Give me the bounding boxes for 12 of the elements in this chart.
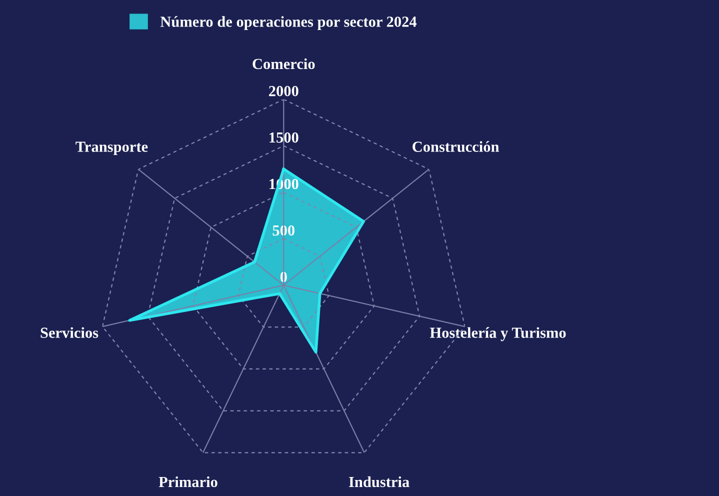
y-tick-label: 500 [272,225,295,236]
legend-label: Número de operaciones por sector 2024 [160,16,417,30]
spoke-label: Construcción [412,141,500,152]
spoke-label: Primario [158,476,218,488]
y-tick-label: 0 [280,272,287,282]
spoke-label: Transporte [76,142,148,156]
spoke-label: Hostelería y Turismo [430,327,566,342]
y-tick-label: 2000 [269,86,298,96]
spoke-label: Comercio [252,58,315,70]
y-tick-label: 1500 [270,132,298,143]
spoke-label: Servicios [40,327,98,338]
spoke-label: Industria [349,476,410,488]
